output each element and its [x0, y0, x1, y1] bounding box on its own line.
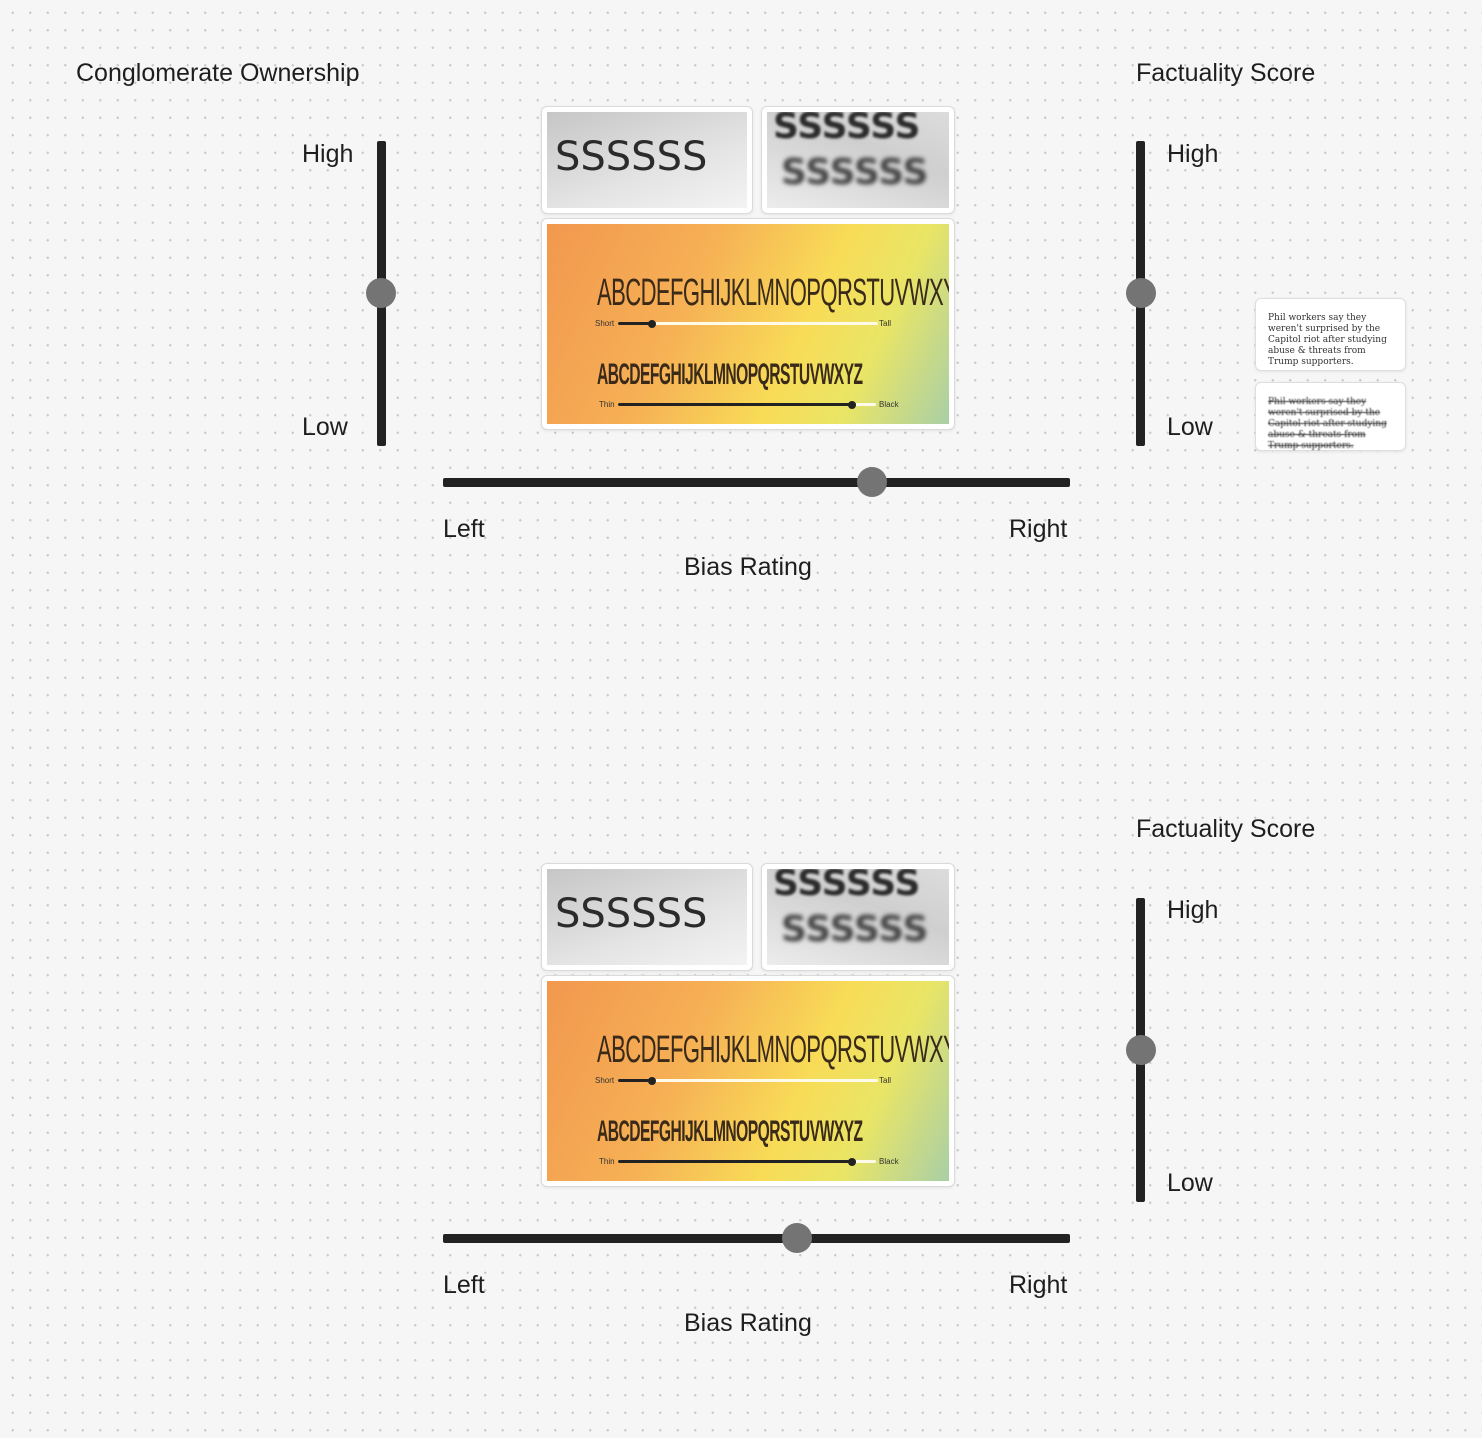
bias-slider-track-2[interactable]	[443, 1234, 1070, 1243]
thin-label-2: Thin	[599, 1157, 615, 1166]
sample-photo-light: SSSSSS	[541, 106, 753, 214]
factuality-title: Factuality Score	[1136, 59, 1316, 87]
factuality-low-label: Low	[1167, 413, 1213, 441]
weight-slider-fill	[618, 403, 856, 406]
factuality-high-label: High	[1167, 140, 1219, 168]
height-slider-fill	[618, 322, 652, 325]
bias-slider-handle[interactable]	[857, 467, 887, 497]
sample-photo-bold: SSSSSS SSSSSS	[761, 106, 955, 214]
ownership-slider-handle[interactable]	[366, 278, 396, 308]
thin-label: Thin	[599, 400, 615, 409]
sample-s-glyphs-blurred: SSSSSS	[781, 152, 929, 193]
bias-right-label-2: Right	[1009, 1271, 1068, 1299]
ownership-high-label: High	[302, 140, 354, 168]
short-label: Short	[595, 319, 615, 328]
short-label-2: Short	[595, 1076, 615, 1085]
ownership-title: Conglomerate Ownership	[76, 59, 360, 87]
tall-label: Tall	[879, 319, 892, 328]
height-slider-handle[interactable]	[648, 320, 656, 328]
sample-s-glyphs-2: SSSSSS	[555, 891, 708, 937]
weight-slider-handle-2[interactable]	[848, 1158, 856, 1166]
tall-label-2: Tall	[879, 1076, 892, 1085]
bias-right-label: Right	[1009, 515, 1068, 543]
alphabet-tall: ABCDEFGHIJKLMNOPQRSTUVWXYZ	[597, 272, 949, 314]
factuality-slider-handle-2[interactable]	[1126, 1035, 1156, 1065]
headline-card-text: Phil workers say they weren't surprised …	[1268, 313, 1387, 367]
black-label-2: Black	[879, 1157, 899, 1166]
ownership-low-label: Low	[302, 413, 348, 441]
factuality-high-label-2: High	[1167, 896, 1219, 924]
alphabet-tall-2: ABCDEFGHIJKLMNOPQRSTUVWXYZ	[597, 1029, 949, 1071]
headline-card-strikethrough[interactable]: Phil workers say they weren't surprised …	[1255, 382, 1406, 451]
height-slider-fill-2	[618, 1079, 652, 1082]
height-slider-handle-2[interactable]	[648, 1077, 656, 1085]
factuality-slider-handle[interactable]	[1126, 278, 1156, 308]
bias-slider-track[interactable]	[443, 478, 1070, 487]
bias-title-2: Bias Rating	[684, 1309, 812, 1337]
bias-title: Bias Rating	[684, 553, 812, 581]
height-slider-track-2[interactable]	[618, 1079, 878, 1082]
headline-card-text-strikethrough: Phil workers say they weren't surprised …	[1268, 397, 1387, 451]
headline-card[interactable]: Phil workers say they weren't surprised …	[1255, 298, 1406, 371]
bias-left-label: Left	[443, 515, 485, 543]
variable-font-preview-2: ABCDEFGHIJKLMNOPQRSTUVWXYZ Short Tall AB…	[541, 975, 955, 1187]
alphabet-weight-2: ABCDEFGHIJKLMNOPQRSTUVWXYZ	[597, 1115, 863, 1148]
factuality-low-label-2: Low	[1167, 1169, 1213, 1197]
weight-slider-handle[interactable]	[848, 401, 856, 409]
weight-slider-fill-2	[618, 1160, 856, 1163]
sample-photo-bold-2: SSSSSS SSSSSS	[761, 863, 955, 971]
sample-s-glyphs-bold: SSSSSS	[773, 112, 921, 147]
variable-font-preview: ABCDEFGHIJKLMNOPQRSTUVWXYZ Short Tall AB…	[541, 218, 955, 430]
bias-left-label-2: Left	[443, 1271, 485, 1299]
sample-s-glyphs-bold-2: SSSSSS	[773, 869, 921, 904]
sample-s-glyphs: SSSSSS	[555, 134, 708, 180]
sample-s-glyphs-blurred-2: SSSSSS	[781, 909, 929, 950]
alphabet-weight: ABCDEFGHIJKLMNOPQRSTUVWXYZ	[597, 358, 863, 391]
sample-photo-light-2: SSSSSS	[541, 863, 753, 971]
height-slider-track[interactable]	[618, 322, 878, 325]
factuality-title-2: Factuality Score	[1136, 815, 1316, 843]
black-label: Black	[879, 400, 899, 409]
bias-slider-handle-2[interactable]	[782, 1223, 812, 1253]
